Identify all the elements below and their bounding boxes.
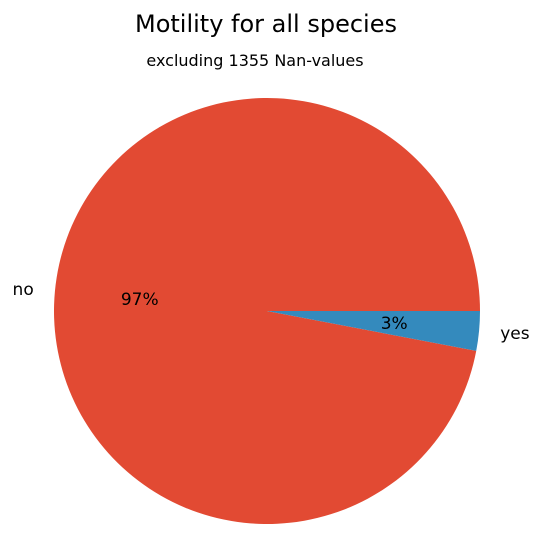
- pie-slices: [53, 98, 480, 525]
- chart-subtitle: excluding 1355 Nan-values: [146, 51, 363, 70]
- slice-pct-yes: 3%: [381, 314, 408, 334]
- chart-title: Motility for all species: [135, 10, 397, 38]
- pie-labels: no 97% yes 3%: [13, 280, 530, 344]
- slice-label-no: no: [13, 280, 34, 300]
- slice-label-yes: yes: [500, 324, 530, 344]
- slice-pct-no: 97%: [121, 290, 159, 310]
- pie-slice-yes: [267, 311, 480, 351]
- pie-slice-no: [53, 98, 480, 525]
